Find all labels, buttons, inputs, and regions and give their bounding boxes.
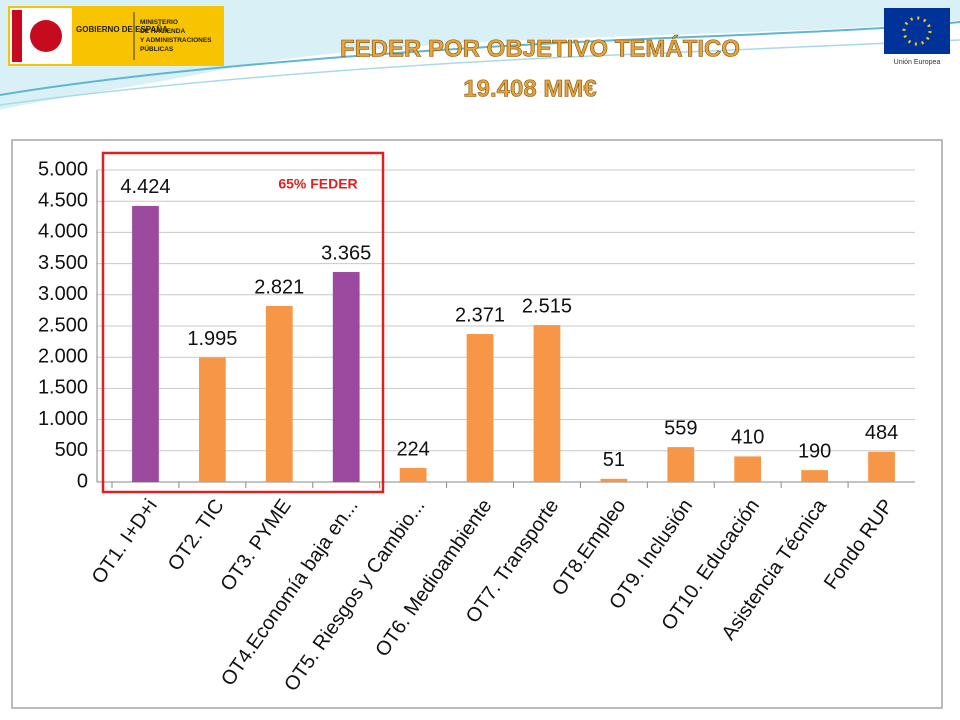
y-tick-label: 2.500 <box>38 314 88 336</box>
value-label: 4.424 <box>120 176 170 198</box>
value-label: 2.371 <box>455 304 505 326</box>
y-tick-label: 1.000 <box>38 408 88 430</box>
value-label: 3.365 <box>321 242 371 264</box>
swoosh <box>0 0 960 110</box>
value-label: 2.821 <box>254 276 304 298</box>
gov-name: GOBIERNO DE ESPAÑA <box>76 25 168 34</box>
bar <box>332 272 360 482</box>
bar <box>801 470 829 482</box>
swoosh-line <box>0 21 960 96</box>
chart-subtitle: 19.408 MM€ <box>463 75 596 102</box>
value-label: 51 <box>603 449 625 471</box>
value-label: 410 <box>731 427 764 449</box>
value-label: 224 <box>396 438 429 460</box>
flag <box>12 10 22 62</box>
bar <box>399 468 427 482</box>
bar <box>132 205 159 483</box>
bar <box>198 357 226 482</box>
chart-title: FEDER POR OBJETIVO TEMÁTICO <box>340 34 740 62</box>
swoosh-line <box>0 39 960 106</box>
y-tick-label: 4.500 <box>38 189 88 211</box>
value-label: 190 <box>798 440 831 462</box>
y-tick-label: 1.500 <box>38 377 88 399</box>
bar <box>600 478 628 482</box>
y-tick-label: 3.500 <box>38 252 88 274</box>
emblem <box>30 20 62 52</box>
eu-label: Unión Europea <box>894 59 941 66</box>
highlight-box <box>101 151 385 494</box>
bar <box>734 456 762 482</box>
bar <box>533 325 561 482</box>
y-tick-label: 4.000 <box>38 221 88 243</box>
bar <box>466 334 494 482</box>
y-tick-label: 3.000 <box>38 283 88 305</box>
bar <box>667 447 695 482</box>
value-label: 2.515 <box>522 295 572 317</box>
y-tick-label: 500 <box>55 439 88 461</box>
eu-flag <box>884 8 950 54</box>
value-label: 559 <box>664 417 697 439</box>
bar <box>265 305 293 482</box>
y-tick-label: 2.000 <box>38 345 88 367</box>
bar <box>868 451 895 482</box>
y-tick-label: 5.000 <box>38 158 88 180</box>
value-label: 484 <box>865 422 898 444</box>
y-tick-label: 0 <box>77 470 88 492</box>
annotation: 65% FEDER <box>278 176 357 192</box>
eu-stars <box>902 16 932 46</box>
ministry: MINISTERIO DE HACIENDA Y ADMINISTRACIONE… <box>140 19 213 53</box>
value-label: 1.995 <box>187 328 237 350</box>
